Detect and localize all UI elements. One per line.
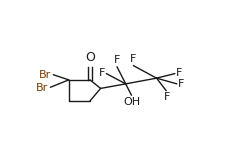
Text: O: O <box>85 52 95 65</box>
Text: Br: Br <box>36 83 49 93</box>
Text: F: F <box>130 54 137 64</box>
Text: Br: Br <box>39 70 51 79</box>
Text: F: F <box>114 55 120 65</box>
Text: OH: OH <box>123 97 140 107</box>
Text: F: F <box>164 92 170 102</box>
Text: F: F <box>176 68 182 78</box>
Text: F: F <box>178 79 184 89</box>
Text: F: F <box>98 68 105 78</box>
